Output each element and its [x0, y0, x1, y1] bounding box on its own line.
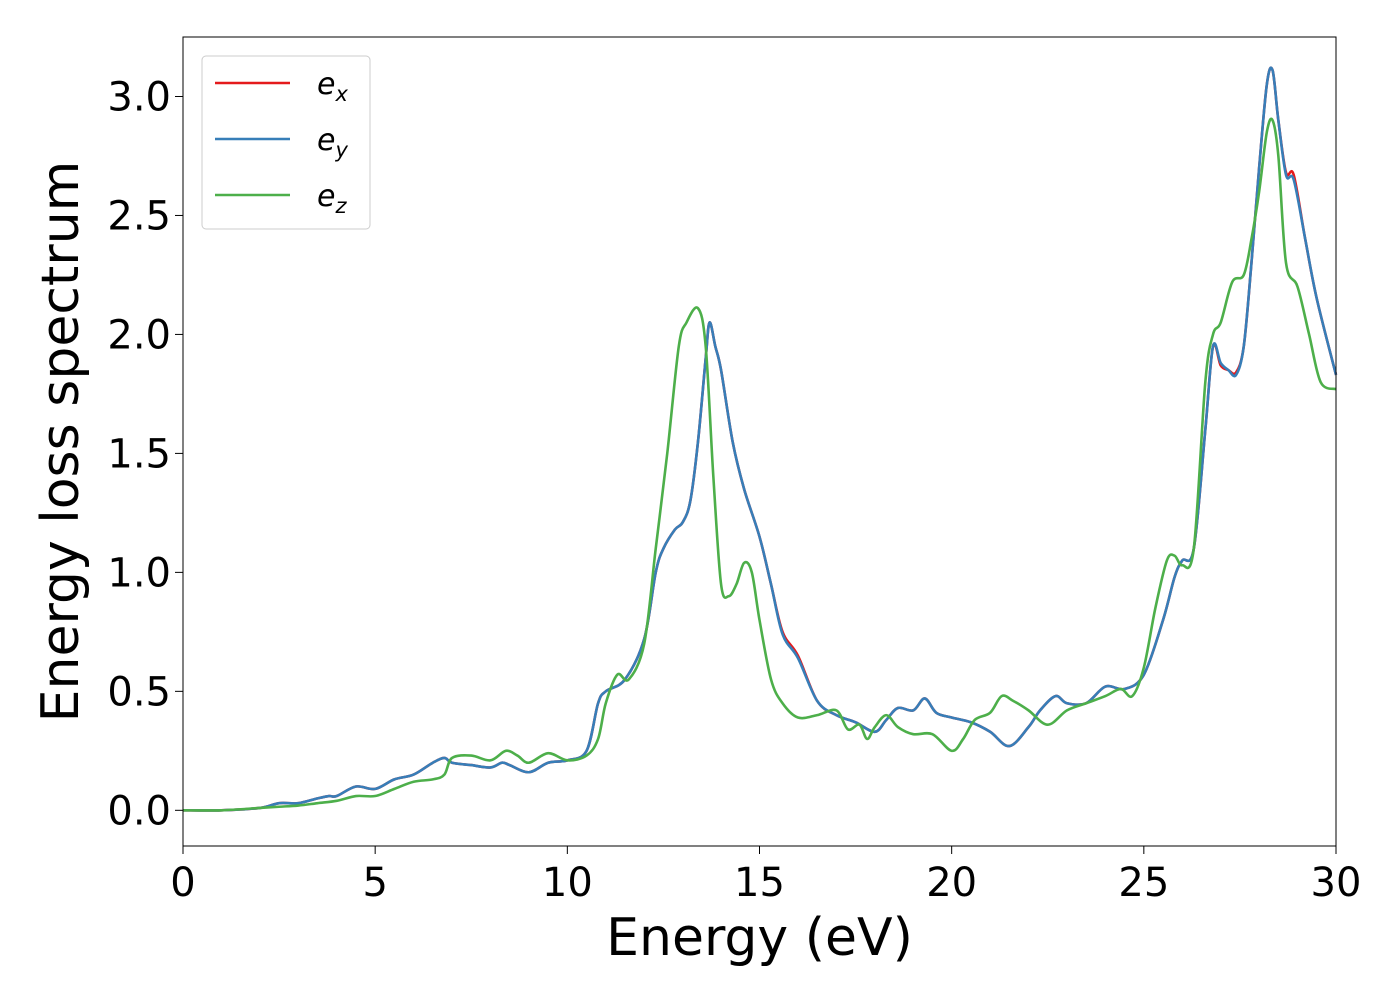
y-tick-label: 0.5 [107, 669, 171, 715]
x-axis-label: Energy (eV) [606, 908, 913, 968]
x-tick-label: 15 [734, 860, 785, 906]
x-tick-label: 20 [926, 860, 977, 906]
y-tick-label: 2.0 [107, 312, 171, 358]
plot-lines [182, 66, 1338, 812]
legend-entry-label: ez [317, 179, 347, 218]
y-tick-label: 3.0 [107, 74, 171, 120]
y-tick-label: 1.0 [107, 550, 171, 596]
legend-box [201, 55, 371, 230]
x-axis: 0 5 10 15 20 25 30 [170, 846, 1361, 906]
y-axis-label: Energy loss spectrum [31, 161, 91, 723]
legend-entry-label: ey [317, 123, 348, 162]
y-axis: 0.0 0.5 1.0 1.5 2.0 2.5 3.0 [107, 74, 183, 834]
x-tick-label: 25 [1118, 860, 1169, 906]
x-tick-label: 30 [1311, 860, 1362, 906]
y-tick-label: 0.0 [107, 788, 171, 834]
x-tick-label: 5 [362, 860, 387, 906]
y-tick-label: 1.5 [107, 431, 171, 477]
x-tick-label: 0 [170, 860, 195, 906]
series-line-ey [182, 66, 1338, 812]
legend-entry-label: ex [317, 67, 348, 106]
series-line-ez [182, 117, 1337, 812]
x-tick-label: 10 [542, 860, 593, 906]
y-tick-label: 2.5 [107, 193, 171, 239]
legend: ex ey ez [201, 55, 371, 230]
